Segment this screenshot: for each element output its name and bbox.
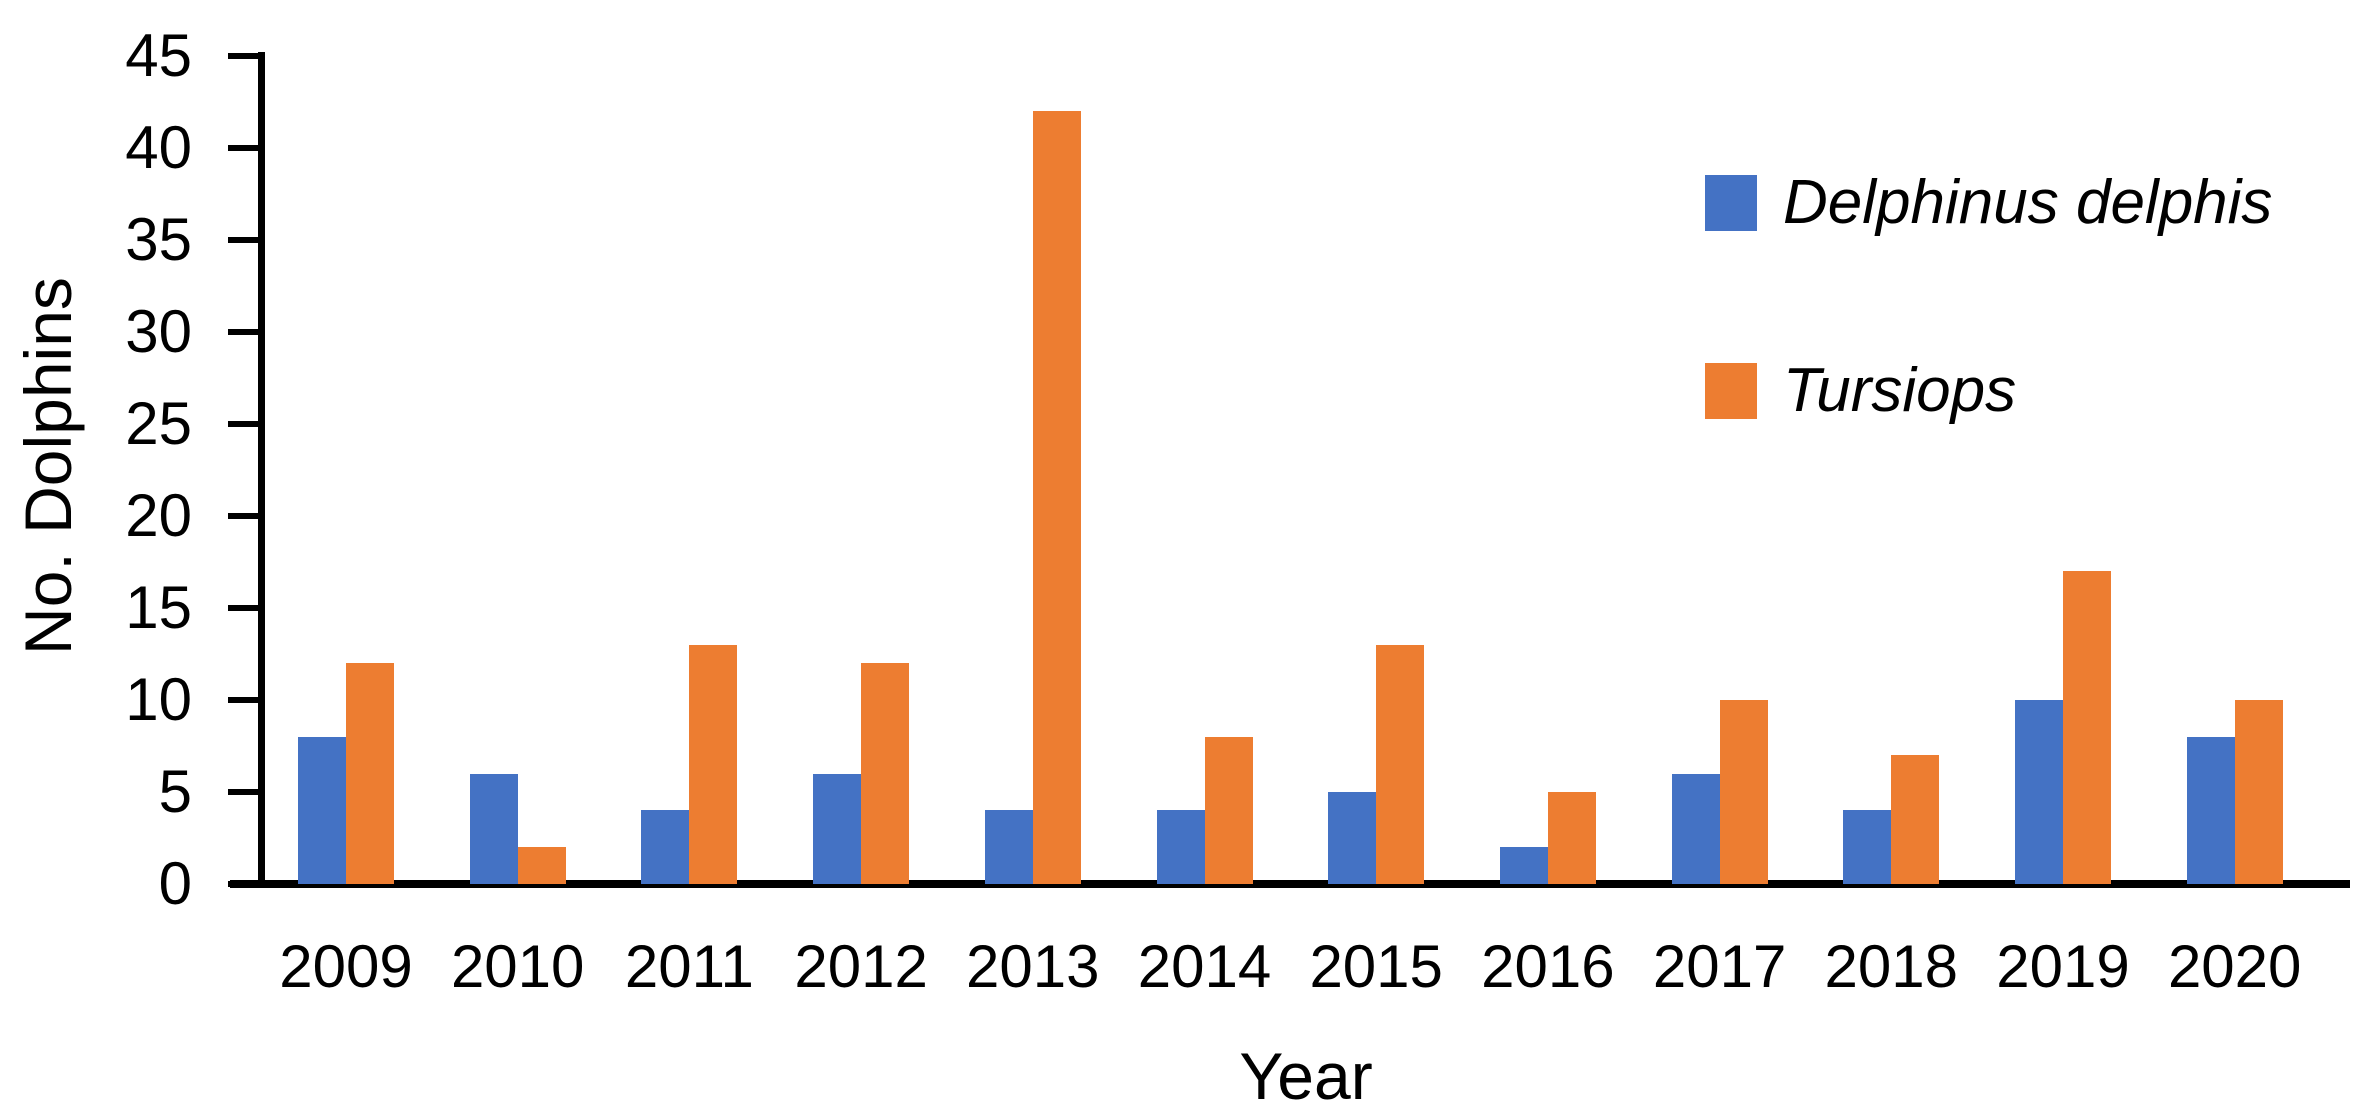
bar-delphinus-delphis-2011	[641, 810, 690, 884]
y-tick-mark-5	[228, 789, 264, 795]
x-tick-label-2017: 2017	[1652, 933, 1787, 1000]
x-tick-label-2009: 2009	[279, 933, 413, 1000]
bar-tursiops-2020	[2234, 700, 2283, 884]
bar-delphinus-delphis-2019	[2015, 700, 2063, 884]
y-tick-label-10: 10	[125, 666, 192, 733]
y-tick-mark-25	[228, 421, 264, 427]
y-tick-label-35: 35	[125, 206, 192, 273]
y-tick-mark-45	[228, 53, 264, 59]
y-tick-mark-40	[228, 145, 264, 151]
legend-label: Delphinus delphis	[1783, 168, 2273, 237]
bar-delphinus-delphis-2012	[813, 773, 862, 884]
bar-tursiops-2010	[517, 847, 566, 884]
x-tick-label-2011: 2011	[624, 933, 754, 1000]
y-tick-label-5: 5	[158, 758, 192, 825]
x-tick-label-2019: 2019	[1996, 933, 2130, 1000]
bar-tursiops-2009	[346, 663, 394, 884]
bar-tursiops-2011	[689, 644, 738, 884]
bar-tursiops-2012	[861, 663, 910, 884]
x-tick-label-2013: 2013	[966, 933, 1100, 1000]
y-tick-label-25: 25	[125, 390, 192, 457]
bar-tursiops-2019	[2063, 571, 2111, 884]
y-tick-mark-20	[228, 513, 264, 519]
bar-delphinus-delphis-2016	[1499, 847, 1548, 884]
y-tick-label-30: 30	[125, 298, 192, 365]
y-tick-label-15: 15	[125, 574, 192, 641]
chart-legend: Delphinus delphis Tursiops	[1705, 168, 2272, 426]
x-axis-title: Year	[1239, 1039, 1373, 1113]
legend-swatch-icon	[1705, 363, 1757, 419]
bar-tursiops-2017	[1719, 700, 1768, 884]
bar-delphinus-delphis-2018	[1843, 810, 1892, 884]
bar-tursiops-2018	[1891, 755, 1940, 884]
y-tick-label-45: 45	[125, 22, 192, 89]
bar-delphinus-delphis-2013	[984, 810, 1033, 884]
y-axis-line	[258, 52, 265, 888]
y-tick-mark-10	[228, 697, 264, 703]
x-tick-label-2016: 2016	[1481, 933, 1615, 1000]
x-tick-label-2010: 2010	[450, 933, 585, 1000]
x-axis-line	[230, 880, 2350, 888]
x-tick-label-2012: 2012	[794, 933, 928, 1000]
bar-delphinus-delphis-2020	[2186, 736, 2235, 884]
bar-tursiops-2016	[1547, 792, 1596, 884]
bar-delphinus-delphis-2009	[298, 736, 346, 884]
legend-label: Tursiops	[1783, 356, 2017, 425]
bar-tursiops-2014	[1204, 736, 1253, 884]
bar-delphinus-delphis-2010	[469, 773, 518, 884]
y-tick-label-0: 0	[158, 850, 192, 917]
y-tick-mark-35	[228, 237, 264, 243]
x-tick-label-2020: 2020	[2167, 933, 2302, 1000]
bar-tursiops-2013	[1032, 111, 1081, 884]
legend-item-delphinus-delphis: Delphinus delphis	[1705, 168, 2272, 238]
legend-swatch-icon	[1705, 175, 1757, 231]
y-tick-label-40: 40	[125, 114, 192, 181]
y-tick-label-20: 20	[125, 482, 192, 549]
x-tick-label-2018: 2018	[1824, 933, 1959, 1000]
legend-item-tursiops: Tursiops	[1705, 356, 2272, 426]
bar-delphinus-delphis-2017	[1671, 773, 1720, 884]
bar-delphinus-delphis-2014	[1156, 810, 1205, 884]
y-tick-mark-15	[228, 605, 264, 611]
x-tick-label-2014: 2014	[1137, 933, 1272, 1000]
y-tick-mark-30	[228, 329, 264, 335]
x-tick-label-2015: 2015	[1309, 933, 1443, 1000]
bar-tursiops-2015	[1376, 644, 1425, 884]
bar-delphinus-delphis-2015	[1328, 792, 1377, 884]
